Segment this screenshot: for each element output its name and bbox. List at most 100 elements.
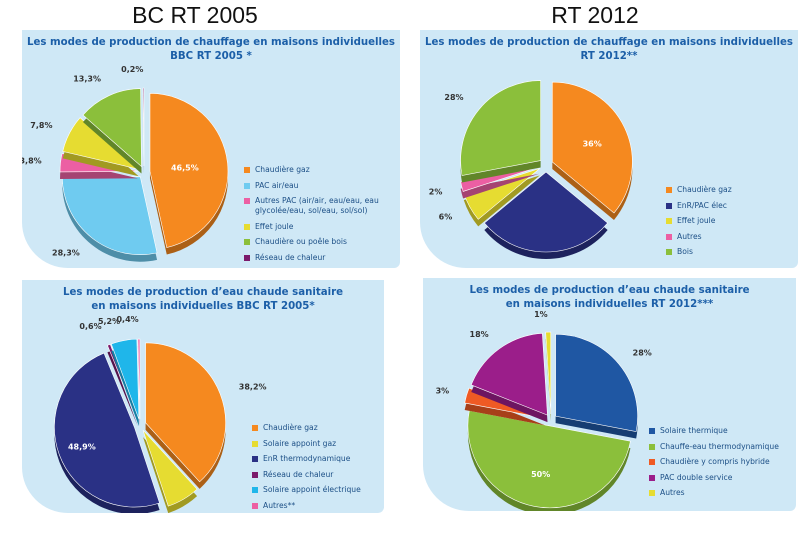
legend-swatch	[244, 254, 250, 261]
legend-label: Chaudière gaz	[263, 423, 318, 432]
legend-label: EnR/PAC élec	[677, 200, 727, 210]
chart-title: Les modes de production d’eau chaude san…	[469, 285, 750, 310]
legend-label: PAC double service	[660, 472, 733, 482]
legend-label: Solaire thermique	[660, 426, 728, 435]
panel-heating-rt2012: Les modes de production de chauffage en …	[420, 30, 798, 268]
legend-label: Chaudière gaz	[255, 165, 310, 174]
legend-item: Effet joule	[666, 216, 732, 226]
legend-item: Chaudière gaz	[666, 185, 732, 195]
slice-value-label: 46,5%	[171, 164, 199, 173]
legend-label: Effet joule	[255, 221, 294, 231]
legend-swatch	[252, 471, 258, 478]
legend: Solaire thermique Chauffe-eau thermodynam…	[649, 426, 779, 504]
legend-label: Solaire appoint gaz	[263, 438, 337, 448]
pie-chart: 36%28%6%2%28%	[429, 80, 633, 259]
chart-title: Les modes de production d’eau chaude san…	[62, 287, 343, 312]
legend-label: Chauffe-eau thermodynamique	[660, 441, 779, 451]
pie-chart: 28% 50% 3% 18% 1%	[436, 310, 652, 511]
slice-value-label: 13,3%	[73, 74, 101, 83]
legend-item: PAC double service	[649, 473, 779, 483]
slice-value-label: 3%	[436, 386, 450, 395]
legend: Chaudière gaz Solaire appoint gaz EnR ther…	[252, 423, 361, 513]
pie-slice	[552, 81, 633, 214]
legend-swatch	[649, 474, 655, 481]
legend-swatch	[666, 202, 672, 209]
legend-label: Effet joule	[677, 216, 716, 225]
pie-slice	[142, 429, 198, 507]
legend-item: Réseau de chaleur	[244, 253, 379, 263]
panel-hotwater-rt2005: Les modes de production d’eau chaude san…	[22, 280, 384, 513]
legend-label: EnR thermodynamique	[263, 454, 351, 463]
legend-item: EnR/PAC élec	[666, 201, 732, 211]
legend-label: Réseau de chaleur	[255, 252, 326, 262]
pie-slice	[145, 342, 226, 483]
legend-item: Solaire appoint électrique	[252, 485, 361, 495]
legend-swatch	[252, 425, 258, 431]
slice-value-label: 50%	[531, 470, 550, 479]
slice-value-label: 1%	[534, 310, 548, 319]
pie-slice	[137, 338, 141, 420]
legend-item: Bois	[666, 247, 732, 257]
chart-title: Les modes de production de chauffage en …	[425, 37, 793, 62]
panel-heating-rt2005: Les modes de production de chauffage en …	[22, 30, 400, 268]
legend-item: Autres PAC (air/air, eau/eau, eau glycol…	[244, 196, 379, 216]
legend-label: Autres**	[263, 500, 296, 510]
header-right: RT 2012	[551, 2, 639, 28]
legend-swatch	[649, 490, 655, 496]
pie-slice	[142, 87, 145, 167]
legend-swatch	[252, 456, 258, 462]
slice-value-label: 38,2%	[239, 383, 267, 392]
legend-swatch	[252, 487, 258, 493]
slice-value-label: 0,4%	[116, 315, 138, 324]
chart-title: Les modes de production de chauffage en …	[27, 37, 395, 62]
legend-item: Autres	[666, 232, 732, 242]
legend-swatch	[244, 198, 250, 204]
legend-item: Chauffe-eau thermodynamique	[649, 442, 779, 452]
pie-slice	[470, 332, 548, 416]
panel-hotwater-rt2012: Les modes de production d’eau chaude san…	[423, 278, 796, 511]
pie-slice	[82, 88, 142, 168]
legend-label: PAC air/eau	[255, 180, 299, 190]
pie-slice	[149, 93, 229, 248]
legend-label: Chaudière y compris hybride	[660, 457, 770, 466]
legend: Chaudière gaz EnR/PAC élec Effet joule Autr…	[666, 185, 732, 263]
legend-label: Chaudière gaz	[677, 185, 732, 194]
legend-item: Solaire appoint gaz	[252, 439, 361, 449]
legend-item: PAC air/eau	[244, 181, 379, 191]
legend-label: Réseau de chaleur	[263, 469, 334, 479]
legend-label: Autres	[660, 488, 685, 497]
legend-item: Effet joule	[244, 222, 379, 232]
slice-value-label: 48,9%	[68, 443, 96, 452]
legend-item: Chaudière ou poêle bois	[244, 237, 379, 247]
pie-slice	[483, 171, 609, 253]
slice-value-label: 3,8%	[22, 157, 42, 166]
pie-chart: 38,2% 6,7% 48,9% 0,6%5,2%0,4%	[54, 315, 267, 513]
slice-value-label: 28%	[633, 348, 652, 357]
legend-item: Chaudière gaz	[244, 165, 379, 175]
legend-label: Autres PAC (air/air, eau/eau, eau glycol…	[255, 196, 379, 215]
legend-swatch	[244, 167, 250, 173]
legend-label: Solaire appoint électrique	[263, 485, 361, 494]
legend-swatch	[666, 233, 672, 240]
legend-swatch	[649, 428, 655, 434]
slice-value-label: 5,2%	[98, 317, 120, 326]
legend-swatch	[244, 182, 250, 189]
legend-item: Chaudière gaz	[252, 423, 361, 433]
legend-swatch	[649, 459, 655, 465]
slice-value-label: 28,3%	[52, 249, 80, 258]
legend-swatch	[666, 187, 672, 193]
legend-swatch	[244, 239, 250, 245]
slice-value-label: 36%	[583, 139, 602, 148]
pie-slice	[460, 80, 541, 176]
slice-value-label: 6,7%	[194, 512, 216, 513]
pie-slice	[467, 410, 631, 509]
legend-item: Réseau de chaleur	[252, 470, 361, 480]
pie-slice-side	[107, 351, 138, 427]
legend-swatch	[666, 249, 672, 255]
pie-slice	[110, 338, 140, 420]
pie-slice	[62, 117, 139, 170]
legend-item: Chaudière y compris hybride	[649, 457, 779, 467]
slice-value-label: 6%	[439, 213, 453, 222]
legend-swatch	[649, 443, 655, 450]
legend-swatch	[252, 440, 258, 447]
